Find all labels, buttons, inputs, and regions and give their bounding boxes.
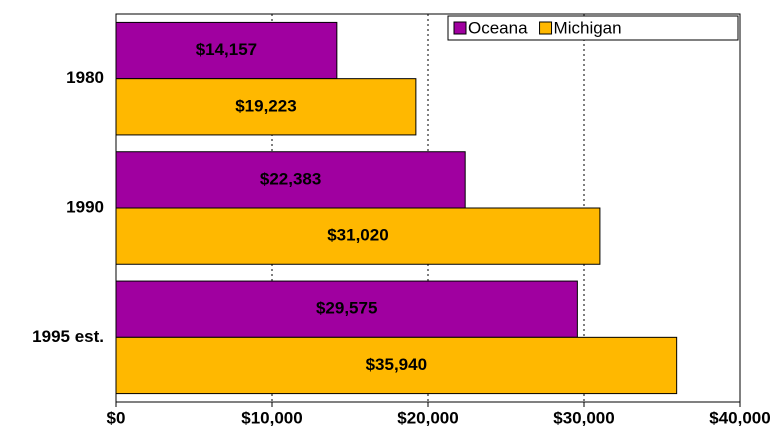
data-label: $31,020	[327, 226, 388, 245]
y-tick-label: 1995 est.	[32, 327, 104, 346]
legend-label: Oceana	[468, 18, 528, 37]
x-tick-label: $40,000	[709, 408, 770, 427]
plot-frame	[115, 13, 741, 403]
bar	[115, 207, 601, 265]
y-tick-label: 1980	[66, 68, 104, 87]
bar	[115, 336, 678, 395]
legend-swatch	[453, 21, 467, 35]
x-tick-label: $0	[107, 408, 126, 427]
x-tick-label: $30,000	[553, 408, 614, 427]
x-tick-label: $20,000	[397, 408, 458, 427]
legend-box	[447, 15, 739, 41]
data-label: $35,940	[366, 355, 427, 374]
bar	[115, 21, 338, 80]
bar	[115, 280, 578, 338]
data-label: $22,383	[260, 169, 321, 188]
legend-label: Michigan	[554, 18, 622, 37]
bar	[115, 151, 466, 209]
data-label: $29,575	[316, 299, 377, 318]
data-label: $19,223	[235, 96, 296, 115]
x-tick-label: $10,000	[241, 408, 302, 427]
y-tick-label: 1990	[66, 197, 104, 216]
legend-swatch	[539, 21, 553, 35]
data-label: $14,157	[196, 40, 257, 59]
